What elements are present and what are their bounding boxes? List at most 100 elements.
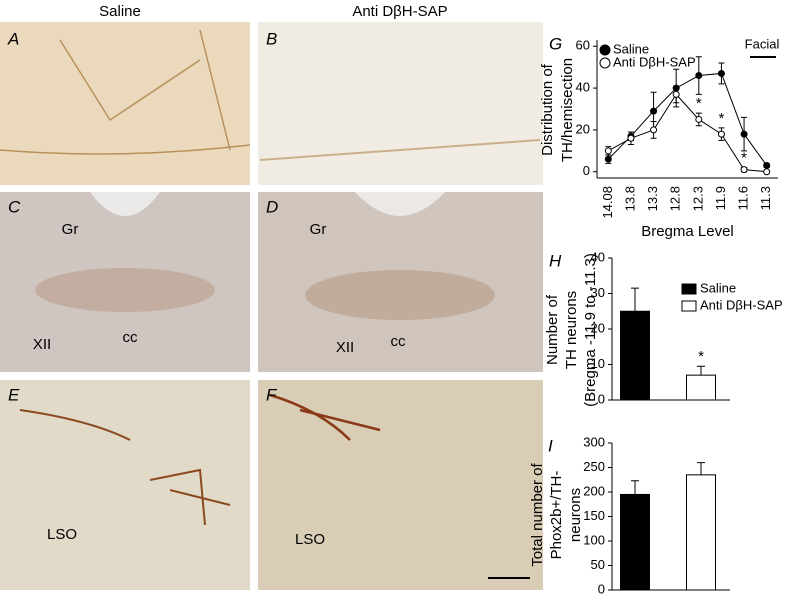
y-axis-label: Phox2b+/TH- <box>548 471 565 560</box>
panel-letter: G <box>549 34 562 53</box>
panel-letter: B <box>266 29 277 48</box>
y-tick-label: 50 <box>591 557 605 572</box>
bar <box>620 310 650 401</box>
x-tick-label: 14.08 <box>600 186 615 219</box>
legend-label: Saline <box>700 280 736 295</box>
y-tick-label: 250 <box>583 459 605 474</box>
x-tick-label: 12.8 <box>668 186 683 211</box>
panel-letter: A <box>7 29 19 48</box>
region-label: XII <box>33 336 51 353</box>
x-axis-label: Bregma Level <box>641 223 734 240</box>
legend-swatch <box>681 283 697 295</box>
y-tick-label: 20 <box>591 320 605 335</box>
error-bar <box>697 462 705 475</box>
annotation: * <box>741 150 747 167</box>
error-bar <box>631 287 639 312</box>
point <box>695 115 703 123</box>
point <box>650 126 658 134</box>
x-tick-label: 13.8 <box>622 186 637 211</box>
y-axis-label: (Bregma -11.9 to -11.3) <box>582 253 599 407</box>
legend-marker <box>599 57 611 69</box>
column-title: Saline <box>99 3 141 20</box>
y-tick-label: 60 <box>576 38 590 53</box>
point <box>650 107 658 115</box>
legend-label: Anti DβH-SAP <box>700 297 783 312</box>
y-tick-label: 20 <box>576 121 590 136</box>
point <box>717 69 725 77</box>
panel-letter: H <box>549 251 562 270</box>
fiber <box>0 29 251 155</box>
y-axis-label: Distribution of <box>539 63 556 156</box>
y-tick-label: 100 <box>583 532 605 547</box>
y-axis-label: neurons <box>567 488 584 542</box>
y-tick-label: 200 <box>583 483 605 498</box>
legend-marker <box>599 44 611 56</box>
stain <box>35 268 215 312</box>
y-tick-label: 10 <box>591 356 605 371</box>
bar <box>686 474 716 591</box>
region-label: LSO <box>47 526 77 543</box>
x-tick-label: 13.3 <box>645 186 660 211</box>
micrograph <box>258 380 543 590</box>
region <box>90 192 160 216</box>
annotation: * <box>719 110 725 127</box>
y-tick-label: 0 <box>598 581 605 596</box>
panel-letter: F <box>266 385 278 404</box>
micrograph <box>258 22 543 185</box>
annotation: * <box>698 348 704 365</box>
y-tick-label: 150 <box>583 508 605 523</box>
legend-label: Saline <box>613 41 649 56</box>
y-tick-label: 0 <box>598 391 605 406</box>
point <box>604 155 612 163</box>
point <box>717 130 725 138</box>
point <box>763 161 771 169</box>
bar <box>620 493 650 591</box>
x-tick-label: 11.9 <box>713 186 728 210</box>
y-tick-label: 300 <box>583 434 605 449</box>
point <box>740 166 748 174</box>
line <box>607 72 768 166</box>
annotation: * <box>696 95 702 112</box>
region-label: XII <box>336 339 354 356</box>
column-title: Anti DβH-SAP <box>352 3 447 20</box>
panel-letter: C <box>8 197 21 216</box>
region-label: Gr <box>62 221 79 238</box>
error-bar <box>631 480 639 495</box>
point <box>627 134 635 142</box>
y-axis-label: TH/hemisection <box>559 58 576 162</box>
line <box>608 93 767 173</box>
micrograph <box>0 380 250 590</box>
x-tick-label: 11.6 <box>736 186 751 210</box>
fiber <box>269 393 381 441</box>
point <box>763 168 771 176</box>
micrograph <box>0 22 250 185</box>
x-tick-label: 12.3 <box>690 186 705 211</box>
y-axis-label: TH neurons <box>563 291 580 369</box>
point <box>672 90 680 98</box>
region-label: cc <box>391 333 407 350</box>
y-tick-label: 0 <box>583 163 590 178</box>
legend-label: Anti DβH-SAP <box>613 54 696 69</box>
panel-letter: D <box>266 197 278 216</box>
bar <box>686 374 716 401</box>
point <box>740 130 748 138</box>
fiber <box>259 139 541 161</box>
point <box>604 147 612 155</box>
panel-letter: E <box>8 385 20 404</box>
region-label: LSO <box>295 531 325 548</box>
y-tick-label: 40 <box>591 249 605 264</box>
region-label: Gr <box>310 221 327 238</box>
y-tick-label: 40 <box>576 80 590 95</box>
region-label: cc <box>123 329 139 346</box>
region <box>355 192 445 216</box>
x-tick-label: 11.3 <box>758 186 773 210</box>
fiber <box>19 409 231 526</box>
panel-letter: I <box>548 436 553 455</box>
y-tick-label: 30 <box>591 285 605 300</box>
y-axis-label: Total number of <box>529 462 546 566</box>
stain <box>305 270 495 320</box>
region-label: Facial <box>745 36 780 51</box>
error-bar <box>697 365 705 376</box>
y-axis-label: Number of <box>544 294 561 365</box>
